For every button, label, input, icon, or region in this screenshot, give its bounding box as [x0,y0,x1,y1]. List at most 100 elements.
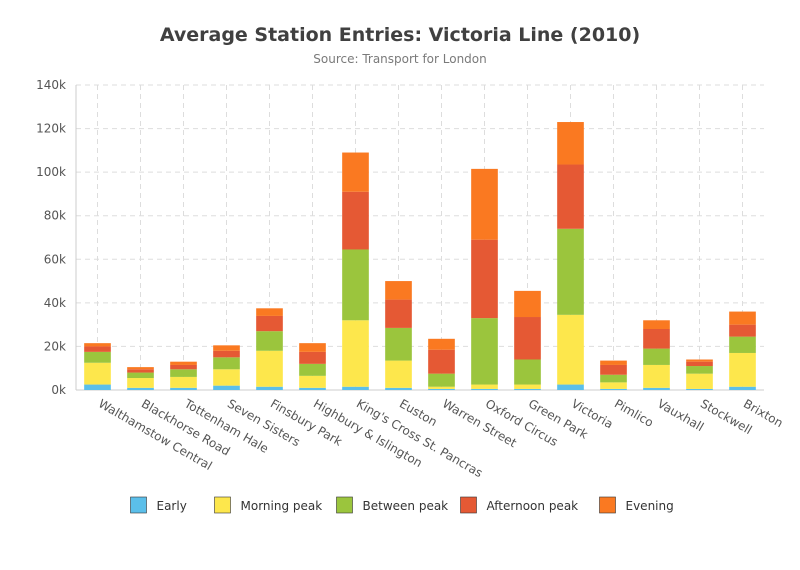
bar-segment[interactable] [557,164,584,229]
y-tick-label: 100k [36,165,66,179]
bar-segment[interactable] [514,384,541,389]
bar-segment[interactable] [299,343,326,352]
bar-segment[interactable] [256,308,283,316]
chart-title: Average Station Entries: Victoria Line (… [160,24,640,46]
bar-segment[interactable] [686,388,713,390]
bar-segment[interactable] [170,376,197,388]
bar-segment[interactable] [729,386,756,390]
legend-item[interactable]: Evening [599,496,674,514]
legend-swatch [460,496,477,514]
bar-segment[interactable] [686,359,713,362]
bar-segment[interactable] [643,348,670,365]
x-tick-label: Pimlico [612,396,656,429]
bar-segment[interactable] [170,369,197,377]
bar-segment[interactable] [643,387,670,390]
bar-segment[interactable] [213,345,240,351]
legend-item[interactable]: Early [130,496,187,514]
bar-segment[interactable] [385,387,412,390]
bar-segment[interactable] [299,351,326,364]
bar-segment[interactable] [84,384,111,390]
bar-segment[interactable] [600,360,627,365]
bar-segment[interactable] [600,364,627,375]
bar-segment[interactable] [428,338,455,350]
bar-segment[interactable] [428,386,455,389]
legend-swatch [214,496,231,514]
bar-segment[interactable] [385,360,412,388]
bar-segment[interactable] [514,359,541,385]
bar-segment[interactable] [514,317,541,360]
bar-segment[interactable] [299,375,326,388]
bar-segment[interactable] [428,373,455,387]
bar-segment[interactable] [213,357,240,370]
bar-segment[interactable] [600,388,627,390]
bar-segment[interactable] [385,327,412,361]
bar-segment[interactable] [213,385,240,390]
bar-segment[interactable] [428,349,455,374]
bar-segment[interactable] [342,249,369,321]
bar-segment[interactable] [686,373,713,389]
bar-segment[interactable] [213,350,240,358]
bar-segment[interactable] [557,314,584,385]
bar-segment[interactable] [342,386,369,390]
bar-segment[interactable] [557,228,584,315]
bar-segment[interactable] [729,336,756,353]
bar-segment[interactable] [471,239,498,319]
bar-segment[interactable] [127,372,154,379]
bar-segment[interactable] [471,384,498,389]
bar-segment[interactable] [127,367,154,370]
bar-segment[interactable] [299,363,326,376]
bar-segment[interactable] [84,362,111,385]
bar-segment[interactable] [686,366,713,374]
legend-item[interactable]: Afternoon peak [460,496,579,514]
bar-segment[interactable] [170,361,197,365]
bar-segment[interactable] [600,374,627,383]
bar-segment[interactable] [256,350,283,387]
bar-segment[interactable] [342,152,369,192]
legend-item[interactable]: Between peak [336,496,449,514]
bar-segment[interactable] [84,343,111,347]
y-tick-label: 140k [36,78,66,92]
legend-item[interactable]: Morning peak [214,496,323,514]
bar-segment[interactable] [84,346,111,352]
bar-segment[interactable] [600,382,627,389]
bar-segment[interactable] [471,318,498,385]
bar-segment[interactable] [170,364,197,370]
bar-segment[interactable] [729,352,756,387]
bar-segment[interactable] [299,387,326,390]
bar-segment[interactable] [643,329,670,349]
bar-segment[interactable] [84,351,111,363]
bar-segment[interactable] [428,388,455,390]
bar-segment[interactable] [342,320,369,387]
bar-segment[interactable] [514,290,541,318]
bar-segment[interactable] [729,324,756,337]
legend-swatch [130,496,147,514]
y-tick-label: 60k [44,252,66,266]
bar-segment[interactable] [127,369,154,373]
legend-swatch [599,496,616,514]
bar-segment[interactable] [213,369,240,386]
bar-segment[interactable] [557,122,584,165]
legend-label: Early [157,499,187,513]
bar-segment[interactable] [127,378,154,388]
bar-segment[interactable] [385,299,412,328]
y-tick-label: 120k [36,122,66,136]
bar-segment[interactable] [557,384,584,390]
bar-segment[interactable] [729,311,756,325]
chart-subtitle: Source: Transport for London [313,52,487,66]
legend: Early Morning peak Between peak Afternoon p… [130,496,674,514]
bar-segment[interactable] [342,191,369,250]
legend-label: Morning peak [241,499,323,513]
bar-segment[interactable] [127,387,154,390]
bar-segment[interactable] [256,315,283,332]
bar-segment[interactable] [514,388,541,390]
bar-segment[interactable] [170,387,197,390]
bar-segment[interactable] [471,388,498,390]
bar-segment[interactable] [686,361,713,367]
bar-segment[interactable] [471,168,498,240]
bar-segment[interactable] [256,386,283,390]
bar-segment[interactable] [385,281,412,300]
bar-segment[interactable] [256,331,283,351]
bar-segment[interactable] [643,320,670,329]
bars [84,122,756,390]
bar-segment[interactable] [643,364,670,388]
